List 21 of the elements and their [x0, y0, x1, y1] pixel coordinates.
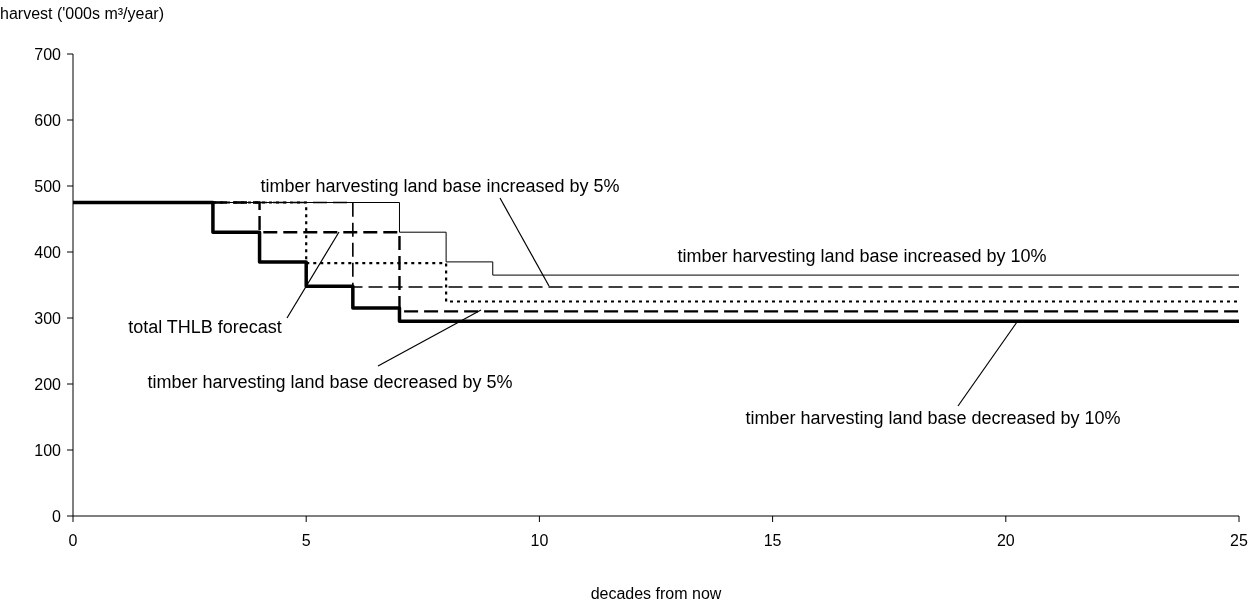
series-label: timber harvesting land base increased by 10% [677, 246, 1047, 266]
y-tick-label: 200 [34, 375, 62, 393]
x-tick-label: 25 [1230, 532, 1248, 549]
y-axis-title: harvest ('000s m³/year) [0, 5, 164, 22]
x-axis-title: decades from now [590, 585, 722, 602]
y-tick-label: 0 [52, 507, 62, 525]
y-tick-label: 300 [34, 309, 62, 327]
y-tick-label: 100 [34, 441, 62, 459]
x-tick-label: 20 [996, 532, 1015, 549]
y-tick-label: 700 [34, 45, 62, 63]
text: timber harvesting land base decreased by 5% [147, 372, 513, 392]
y-tick-label: 600 [34, 111, 62, 129]
x-tick-label: 5 [301, 532, 311, 549]
y-tick-label: 500 [34, 177, 62, 195]
text: timber harvesting land base decreased by 10% [745, 408, 1121, 428]
text: total THLB forecast [128, 317, 282, 337]
y-tick-label: 400 [34, 243, 62, 261]
series-label: timber harvesting land base increased by 5% [260, 176, 620, 196]
x-tick-label: 15 [763, 532, 782, 549]
x-tick-label: 10 [530, 532, 549, 549]
x-tick-label: 0 [68, 532, 78, 549]
